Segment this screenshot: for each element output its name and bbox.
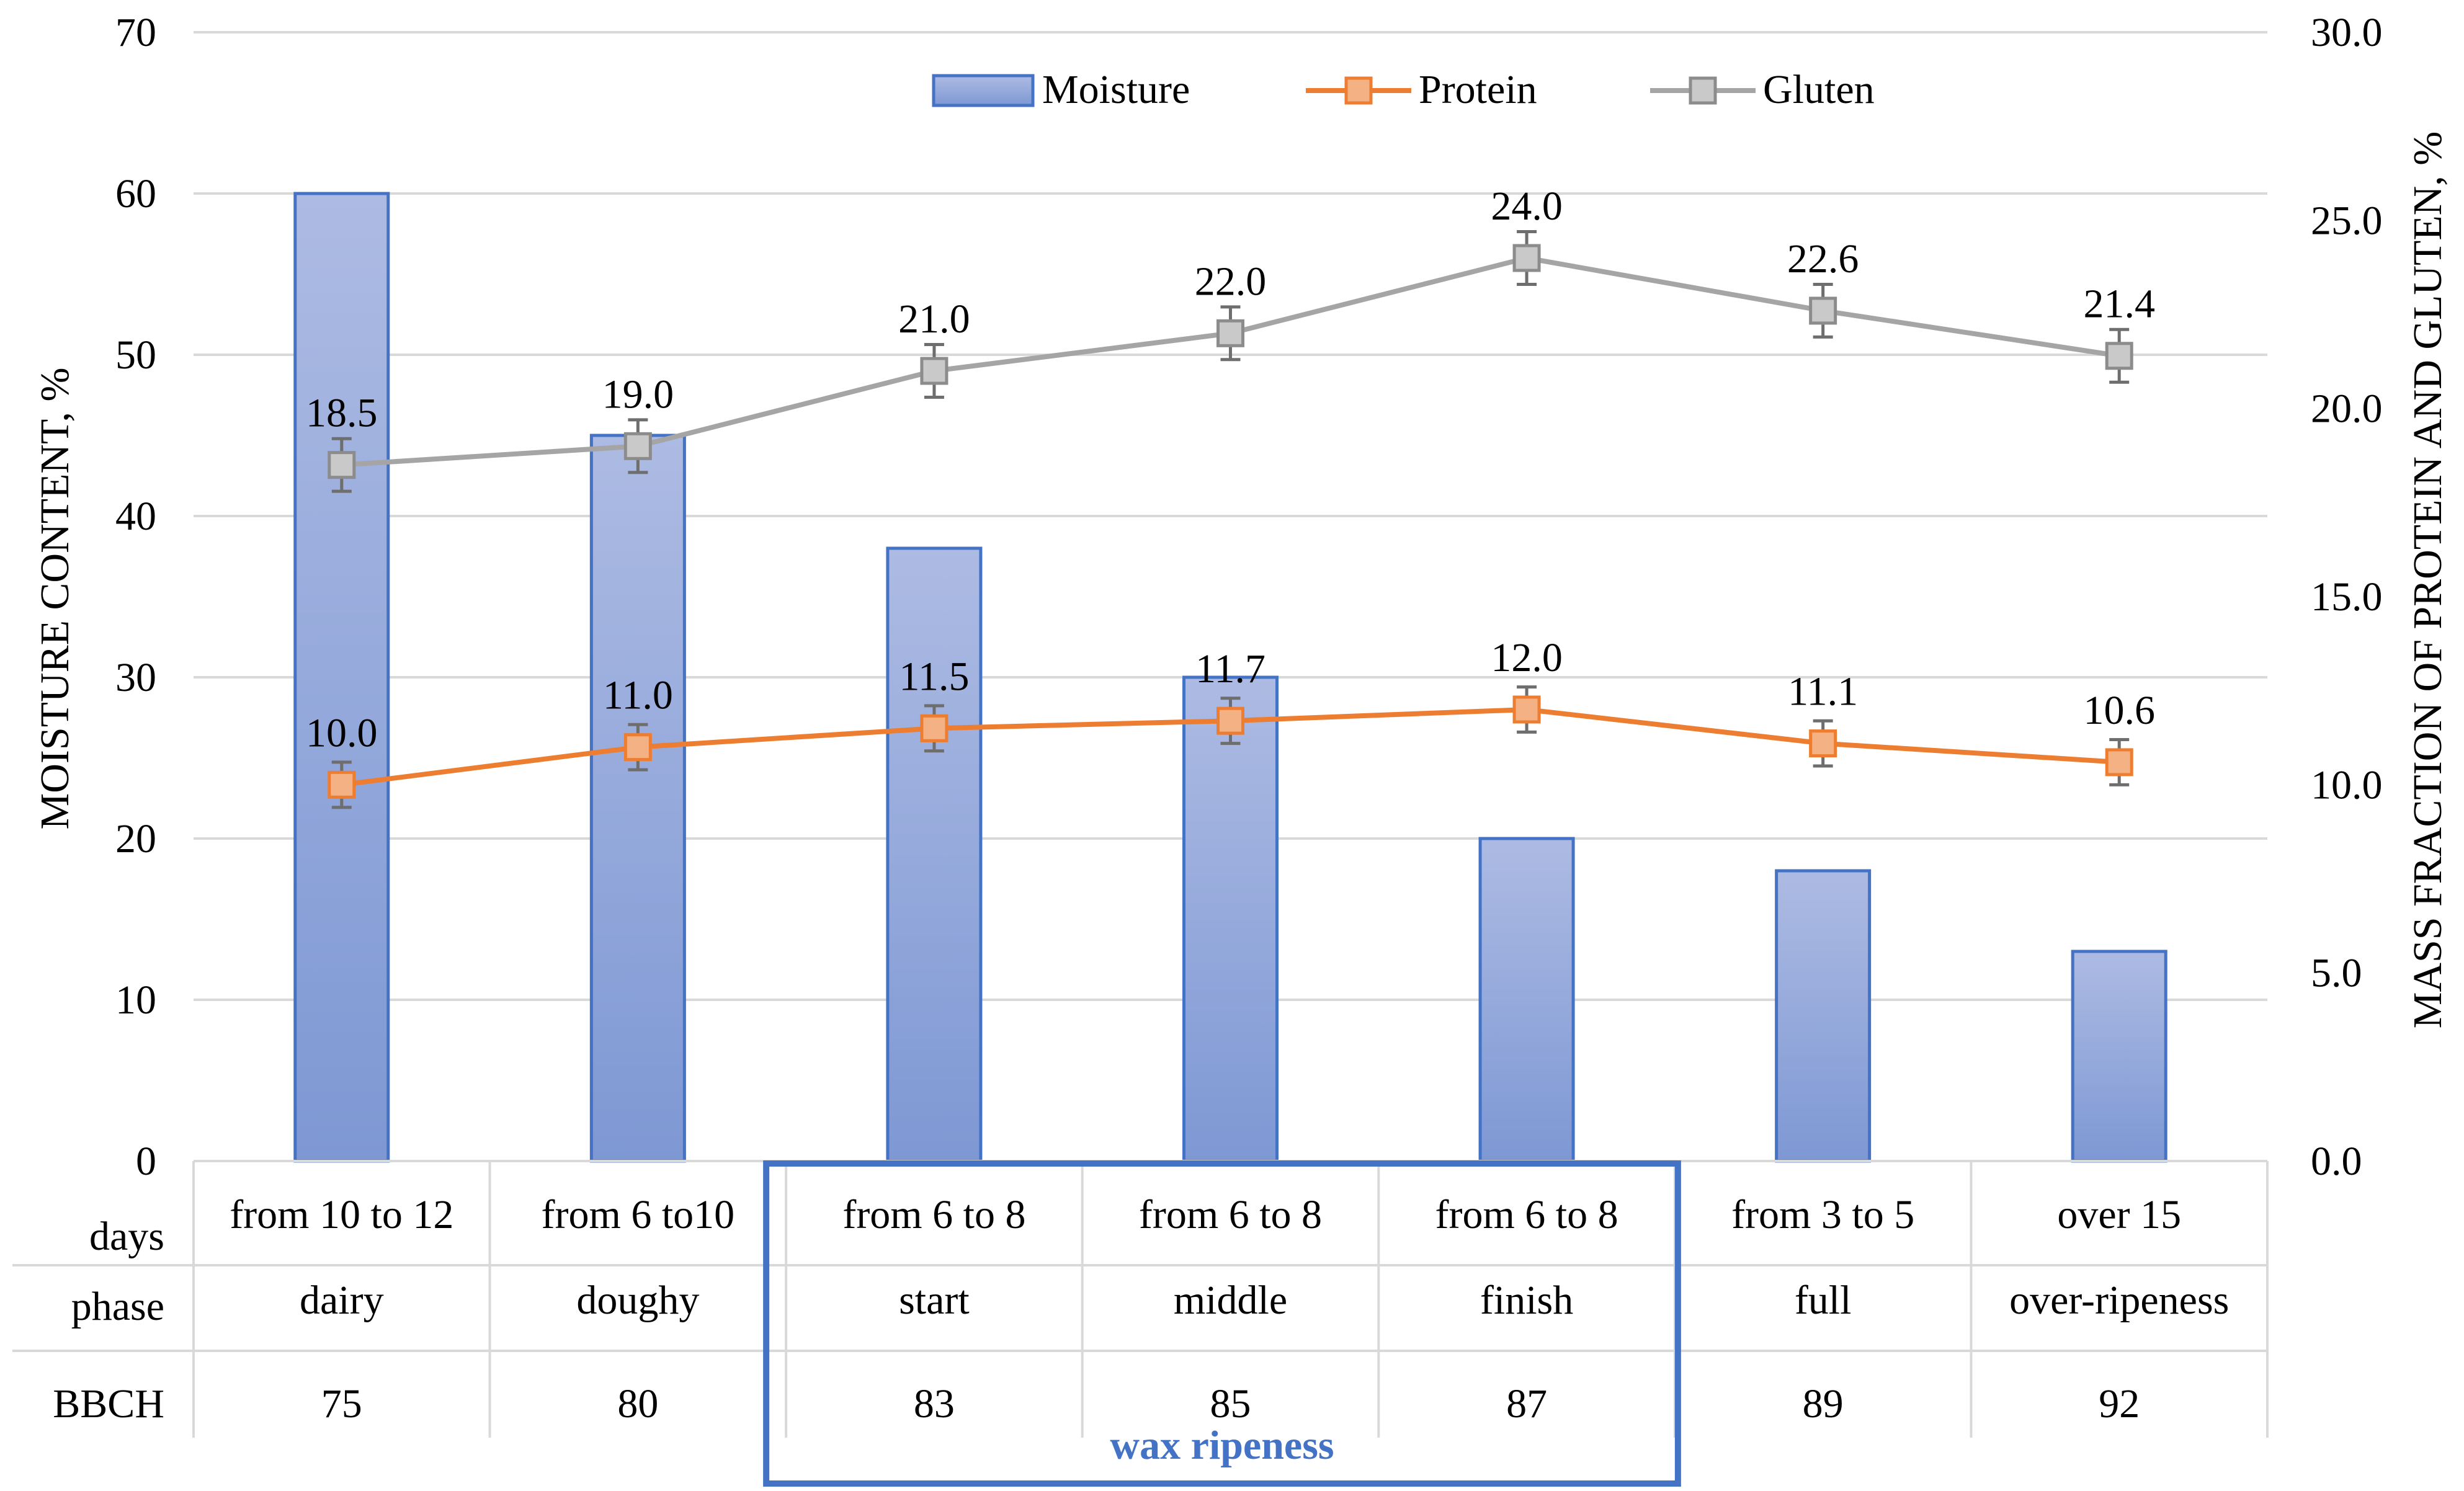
table-cell: over 15 [2057, 1192, 2181, 1237]
y-right-tick-label: 5.0 [2311, 951, 2362, 996]
table-cell: from 6 to 8 [842, 1192, 1025, 1237]
y-left-tick-label: 0 [136, 1139, 156, 1184]
protein-data-label: 12.0 [1491, 635, 1563, 680]
table-cell: full [1795, 1278, 1852, 1323]
table-cell: from 6 to 8 [1139, 1192, 1322, 1237]
protein-marker [2105, 748, 2133, 777]
y-left-tick-label: 20 [115, 816, 156, 861]
table-cell: from 3 to 5 [1731, 1192, 1914, 1237]
table-cell: 85 [1210, 1381, 1251, 1426]
y-left-tick-label: 50 [115, 332, 156, 378]
protein-data-label: 11.5 [899, 654, 969, 699]
y-axis-right-label: MASS FRACTION OF PROTEIN AND GLUTEN, % [2405, 131, 2450, 1029]
category-table: days from 10 to 12 from 6 to10 from 6 to 8 f… [12, 1160, 2269, 1487]
table-cell: 83 [914, 1381, 955, 1426]
table-cell: dairy [300, 1278, 384, 1323]
gluten-marker [1809, 296, 1837, 325]
table-cell: start [899, 1278, 970, 1323]
table-row-header: days [89, 1214, 164, 1259]
axes: MOISTURE CONTENT, % MASS FRACTION OF PRO… [32, 10, 2450, 1184]
gluten-marker [1216, 319, 1244, 347]
moisture-bar [1478, 837, 1575, 1163]
y-left-tick-label: 40 [115, 494, 156, 539]
protein-data-label: 10.6 [2083, 688, 2155, 733]
wax-ripeness-label: wax ripeness [1110, 1423, 1334, 1468]
table-cell: from 6 to10 [542, 1192, 735, 1237]
y-right-tick-label: 15.0 [2311, 574, 2383, 620]
table-cell: 75 [321, 1381, 362, 1426]
gluten-marker [623, 432, 652, 460]
protein-marker [1512, 695, 1541, 724]
table-cell: middle [1174, 1278, 1287, 1323]
legend-gluten-label: Gluten [1763, 67, 1875, 112]
legend-protein-label: Protein [1419, 67, 1537, 112]
gluten-marker [920, 357, 949, 385]
y-right-tick-label: 0.0 [2311, 1139, 2362, 1184]
y-right-tick-label: 20.0 [2311, 386, 2383, 432]
wax-ripeness-box [763, 1160, 1681, 1487]
y-left-tick-label: 10 [115, 977, 156, 1023]
gluten-marker [1512, 244, 1541, 272]
protein-data-label: 11.0 [603, 673, 673, 718]
table-cell: doughy [576, 1278, 699, 1323]
gluten-data-label: 22.6 [1787, 236, 1859, 282]
gluten-data-label: 22.0 [1195, 259, 1267, 304]
y-left-tick-label: 70 [115, 10, 156, 55]
y-right-tick-label: 10.0 [2311, 762, 2383, 808]
table-row-header: phase [71, 1284, 164, 1329]
table-cell: 87 [1506, 1381, 1547, 1426]
y-left-tick-label: 30 [115, 655, 156, 700]
gluten-data-label: 21.0 [898, 296, 970, 342]
table-cell: over-ripeness [2009, 1278, 2229, 1323]
series-lines: 18.5 19.0 21.0 22.0 24.0 22.6 21.4 10.0 11.0 11.5… [306, 184, 2155, 809]
y-axis-left-label: MOISTURE CONTENT, % [32, 368, 78, 830]
moisture-bar [1182, 675, 1279, 1163]
y-right-tick-label: 25.0 [2311, 198, 2383, 243]
gluten-marker [2105, 342, 2133, 370]
moisture-bar [293, 192, 390, 1163]
gluten-marker [328, 451, 356, 479]
table-cell: finish [1480, 1278, 1573, 1323]
table-cell: 89 [1803, 1381, 1844, 1426]
gluten-data-label: 18.5 [306, 391, 378, 436]
y-left-tick-label: 60 [115, 171, 156, 216]
legend-moisture-swatch [932, 74, 1035, 107]
moisture-bar [1775, 869, 1872, 1163]
legend-gluten-marker [1689, 76, 1717, 105]
protein-marker [623, 733, 652, 762]
gluten-data-label: 24.0 [1491, 184, 1563, 229]
protein-data-label: 10.0 [306, 710, 378, 755]
protein-data-label: 11.1 [1788, 669, 1858, 714]
table-cell: 92 [2099, 1381, 2140, 1426]
table-cell: 80 [617, 1381, 658, 1426]
protein-marker [1216, 706, 1244, 735]
moisture-bar [589, 434, 686, 1163]
y-right-tick-label: 30.0 [2311, 10, 2383, 55]
protein-marker [328, 770, 356, 799]
gluten-data-label: 19.0 [602, 372, 674, 417]
table-cell: from 6 to 8 [1435, 1192, 1618, 1237]
protein-data-label: 11.7 [1195, 646, 1265, 692]
legend-moisture-label: Moisture [1042, 67, 1190, 112]
moisture-bar [886, 546, 983, 1163]
gluten-data-label: 21.4 [2083, 282, 2155, 327]
table-row-header: BBCH [53, 1381, 164, 1426]
moisture-bars [293, 192, 2167, 1163]
legend-protein-marker [1344, 76, 1373, 105]
table-cell: from 10 to 12 [230, 1192, 453, 1237]
protein-marker [920, 714, 949, 742]
legend: Moisture Protein Gluten [932, 67, 1875, 112]
moisture-bar [2071, 950, 2167, 1163]
protein-marker [1809, 729, 1837, 758]
